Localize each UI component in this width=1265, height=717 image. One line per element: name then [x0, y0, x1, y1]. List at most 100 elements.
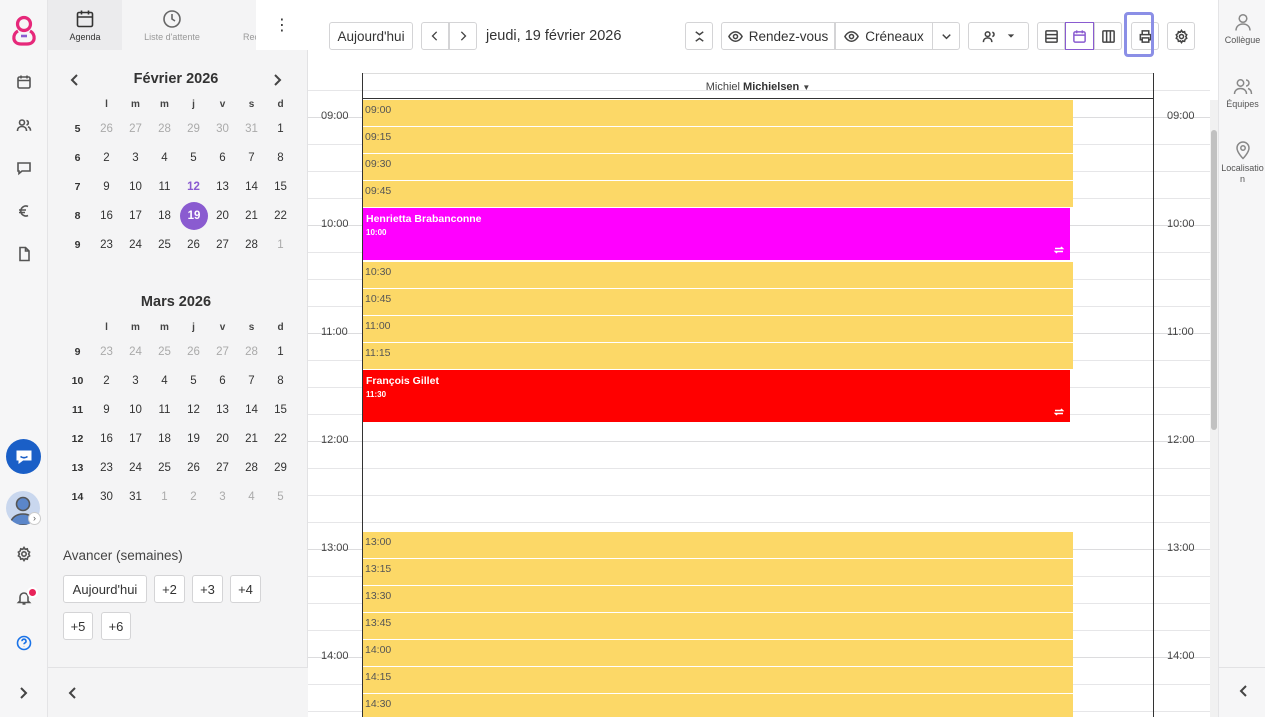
expand-rail-button[interactable]: [0, 678, 48, 708]
toggle-slots-button[interactable]: Créneaux: [835, 22, 933, 50]
previous-day-button[interactable]: [421, 22, 449, 50]
calendar-day[interactable]: 28: [245, 462, 258, 474]
calendar-day[interactable]: 1: [277, 123, 284, 135]
nav-notifications[interactable]: [0, 583, 48, 613]
advance-4-weeks-button[interactable]: +4: [230, 575, 261, 603]
list-view-button[interactable]: [1037, 22, 1065, 50]
available-slot[interactable]: 14:15: [363, 667, 1073, 693]
nav-help[interactable]: [0, 628, 48, 658]
calendar-day[interactable]: 31: [245, 123, 258, 135]
calendar-day[interactable]: 29: [187, 123, 200, 135]
calendar-day[interactable]: 28: [245, 239, 258, 251]
collapse-panel-button[interactable]: [66, 686, 78, 703]
calendar-day[interactable]: 27: [216, 346, 229, 358]
week-view-button[interactable]: [1094, 22, 1122, 50]
calendar-day[interactable]: 18: [158, 433, 171, 445]
calendar-day[interactable]: 24: [129, 462, 142, 474]
calendar-day[interactable]: 27: [216, 462, 229, 474]
calendar-day[interactable]: 30: [216, 123, 229, 135]
calendar-day[interactable]: 17: [129, 210, 142, 222]
calendar-day[interactable]: 19: [180, 202, 208, 230]
resource-header[interactable]: Michiel Michielsen ▼: [362, 73, 1154, 99]
nav-billing[interactable]: [0, 196, 48, 226]
tab-waiting-list[interactable]: Liste d'attente: [122, 0, 222, 50]
calendar-day[interactable]: 16: [100, 433, 113, 445]
advance-today-button[interactable]: Aujourd'hui: [63, 575, 147, 603]
calendar-day[interactable]: 30: [100, 491, 113, 503]
scrollbar-thumb[interactable]: [1211, 130, 1217, 430]
available-slot[interactable]: 11:15: [363, 343, 1073, 369]
calendar-day[interactable]: 16: [100, 210, 113, 222]
calendar-day[interactable]: 10: [129, 404, 142, 416]
calendar-day[interactable]: 31: [129, 491, 142, 503]
nav-messages[interactable]: [0, 153, 48, 183]
available-slot[interactable]: 14:30: [363, 694, 1073, 717]
calendar-day[interactable]: 7: [248, 375, 255, 387]
available-slot[interactable]: 09:45: [363, 181, 1073, 207]
calendar-day[interactable]: 7: [248, 152, 255, 164]
calendar-day[interactable]: 26: [187, 462, 200, 474]
calendar-day[interactable]: 12: [187, 404, 200, 416]
calendar-day[interactable]: 8: [277, 152, 284, 164]
nav-users[interactable]: [0, 110, 48, 140]
calendar-day[interactable]: 28: [158, 123, 171, 135]
calendar-day[interactable]: 6: [219, 152, 226, 164]
nav-settings[interactable]: [0, 539, 48, 569]
available-slot[interactable]: 13:45: [363, 613, 1073, 639]
calendar-day[interactable]: 5: [190, 152, 197, 164]
colleague-button[interactable]: Collègue: [1219, 12, 1265, 46]
calendar-day[interactable]: 9: [103, 404, 110, 416]
available-slot[interactable]: 10:30: [363, 262, 1073, 288]
calendar-day[interactable]: 1: [277, 239, 284, 251]
calendar-day[interactable]: 20: [216, 210, 229, 222]
available-slot[interactable]: 09:15: [363, 127, 1073, 153]
calendar-day[interactable]: 2: [190, 491, 197, 503]
calendar-day[interactable]: 4: [161, 152, 168, 164]
calendar-day[interactable]: 27: [129, 123, 142, 135]
calendar-day[interactable]: 1: [161, 491, 168, 503]
calendar-day[interactable]: 1: [277, 346, 284, 358]
collapse-expand-button[interactable]: [685, 22, 713, 50]
more-options-button[interactable]: ⋮: [256, 0, 308, 50]
calendar-day[interactable]: 11: [158, 404, 171, 416]
support-chat-button[interactable]: [6, 439, 41, 474]
calendar-day[interactable]: 13: [216, 404, 229, 416]
available-slot[interactable]: 11:00: [363, 316, 1073, 342]
appointment-event[interactable]: Henrietta Brabanconne 10:00: [363, 208, 1070, 260]
calendar-day[interactable]: 10: [129, 181, 142, 193]
app-logo[interactable]: [0, 14, 48, 48]
available-slot[interactable]: 13:15: [363, 559, 1073, 585]
calendar-day[interactable]: 29: [274, 462, 287, 474]
calendar-day[interactable]: 4: [161, 375, 168, 387]
calendar-day[interactable]: 3: [219, 491, 226, 503]
tab-rec[interactable]: Rec: [222, 0, 256, 50]
calendar-day[interactable]: 28: [245, 346, 258, 358]
nav-documents[interactable]: [0, 239, 48, 269]
tab-agenda[interactable]: Agenda: [48, 0, 122, 50]
advance-5-weeks-button[interactable]: +5: [63, 612, 93, 640]
advance-6-weeks-button[interactable]: +6: [101, 612, 131, 640]
calendar-day[interactable]: 14: [245, 404, 258, 416]
calendar-day[interactable]: 3: [132, 152, 139, 164]
user-avatar[interactable]: [6, 491, 40, 525]
advance-3-weeks-button[interactable]: +3: [192, 575, 223, 603]
today-button[interactable]: Aujourd'hui: [329, 22, 413, 50]
calendar-day[interactable]: 19: [187, 433, 200, 445]
calendar-day[interactable]: 3: [132, 375, 139, 387]
calendar-scrollbar[interactable]: [1210, 100, 1218, 717]
available-slot[interactable]: 13:00: [363, 532, 1073, 558]
calendar-day[interactable]: 26: [187, 346, 200, 358]
calendar-day[interactable]: 5: [190, 375, 197, 387]
available-slot[interactable]: 14:00: [363, 640, 1073, 666]
calendar-day[interactable]: 25: [158, 346, 171, 358]
next-day-button[interactable]: [449, 22, 477, 50]
calendar-day[interactable]: 26: [100, 123, 113, 135]
calendar-day[interactable]: 21: [245, 210, 258, 222]
calendar-day[interactable]: 11: [158, 181, 171, 193]
calendar-day[interactable]: 14: [245, 181, 258, 193]
calendar-day[interactable]: 6: [219, 375, 226, 387]
calendar-day[interactable]: 23: [100, 239, 113, 251]
print-button[interactable]: [1131, 22, 1159, 50]
calendar-day[interactable]: 2: [103, 375, 110, 387]
next-month-button[interactable]: [268, 70, 288, 90]
